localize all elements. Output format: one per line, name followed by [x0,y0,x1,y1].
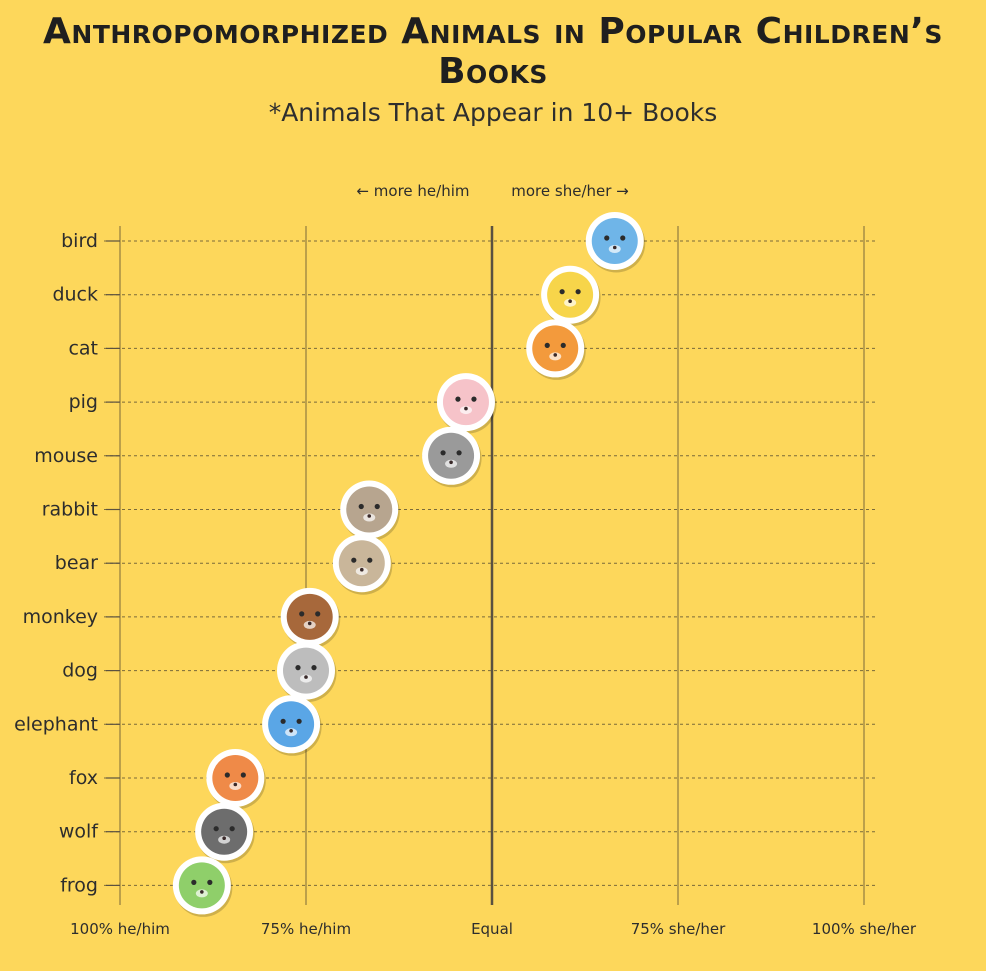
point-nose [553,353,558,357]
point-face [428,432,475,479]
point-eye [351,557,357,563]
point-face [178,862,225,909]
data-points [172,212,646,917]
point-nose [307,621,312,626]
point-face [338,540,385,587]
category-label: rabbit [42,499,98,521]
point-eye [455,396,461,402]
point-eye [604,235,610,241]
right-direction-label: more she/her → [511,182,628,200]
point-nose [367,514,372,518]
data-point-monkey [280,587,341,649]
x-tick-label: 100% he/him [70,920,170,938]
point-nose [289,729,293,733]
category-label: dog [62,660,98,682]
x-tick-label: 75% he/him [261,920,351,938]
data-point-mouse [422,426,482,488]
point-nose [449,460,453,465]
data-point-cat [526,319,586,380]
point-face [212,755,259,801]
data-point-bear [332,534,393,595]
data-point-elephant [262,695,322,756]
category-label: mouse [34,445,98,467]
point-eye [224,772,230,778]
category-label: fox [69,767,98,789]
direction-labels: ← more he/him more she/her → [356,182,628,200]
grid-layer [104,226,878,905]
point-nose [612,245,617,250]
chart-title: Anthropomorphized Animals in Popular Chi… [43,11,943,92]
point-face [286,593,333,640]
point-eye [374,503,380,510]
data-point-dog [277,641,337,703]
category-label: elephant [14,713,98,735]
data-point-bird [585,212,646,273]
x-tick-label: Equal [471,920,513,938]
data-point-wolf [195,802,255,864]
data-point-fox [206,749,266,810]
point-face [201,808,248,855]
point-eye [620,235,626,241]
point-eye [240,772,246,778]
point-eye [213,826,219,832]
chart-subtitle: *Animals That Appear in 10+ Books [268,98,718,127]
point-nose [222,836,226,840]
category-label: monkey [23,606,98,628]
point-face [547,271,594,318]
data-point-frog [172,856,233,917]
category-label: pig [69,391,98,413]
point-eye [456,450,462,456]
data-point-pig [436,373,497,434]
point-eye [358,503,364,510]
point-nose [360,567,364,572]
point-face [442,379,489,426]
point-eye [295,665,301,671]
point-eye [229,826,235,832]
point-face [591,218,638,264]
point-eye [559,289,565,295]
point-eye [560,342,566,348]
point-face [346,486,393,533]
category-labels: bird duck cat pig mouse rabbit bear monkey dog el… [14,230,99,896]
category-label: frog [60,874,98,896]
point-eye [207,879,213,886]
point-eye [296,718,302,724]
point-nose [568,299,572,304]
point-nose [200,890,204,894]
category-label: wolf [59,821,99,843]
left-direction-label: ← more he/him [356,182,469,200]
point-eye [280,718,286,724]
category-label: bird [61,230,98,252]
x-tick-label: 100% she/her [812,920,917,938]
point-eye [311,665,317,671]
point-eye [575,289,581,295]
category-label: duck [52,284,98,306]
point-eye [299,611,305,617]
category-label: cat [68,337,98,359]
point-face [283,647,329,694]
x-tick-label: 75% she/her [631,920,726,938]
point-eye [544,342,550,348]
point-eye [440,450,446,456]
point-nose [464,406,468,411]
point-eye [367,557,373,563]
data-point-rabbit [340,480,400,541]
point-face [268,701,315,748]
point-nose [304,675,308,679]
point-eye [191,879,197,886]
point-eye [315,611,321,617]
point-nose [233,782,238,787]
data-point-duck [541,265,601,327]
point-eye [471,396,477,402]
point-face [532,325,579,372]
category-label: bear [55,552,98,574]
x-tick-labels: 100% he/him 75% he/him Equal 75% she/her 100… [70,920,917,938]
